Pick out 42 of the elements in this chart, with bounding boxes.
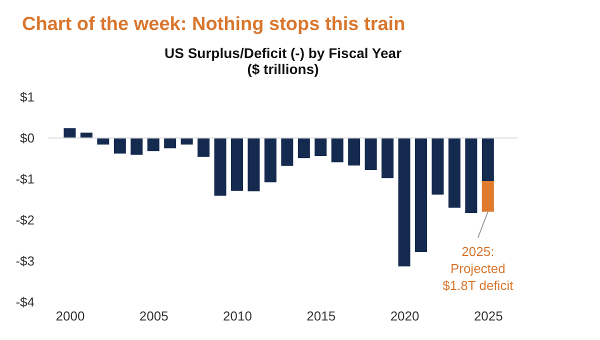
bar (164, 138, 176, 148)
y-tick-label: -$3 (16, 254, 34, 268)
bar (64, 128, 76, 138)
bar (331, 138, 344, 162)
x-tick-label: 2020 (390, 308, 420, 324)
bar (180, 138, 193, 145)
bar (348, 138, 360, 166)
y-tick-label: -$4 (16, 294, 34, 310)
bar (314, 138, 327, 156)
bar (398, 138, 410, 266)
bar (97, 138, 110, 145)
bar (482, 181, 494, 212)
x-tick-label: 2000 (56, 308, 85, 324)
bar (281, 138, 294, 166)
bar (415, 138, 427, 252)
bar (298, 138, 310, 158)
bar (465, 138, 478, 214)
bar (264, 138, 276, 182)
chart-title: Chart of the week: Nothing stops this train (21, 13, 406, 37)
bar (231, 138, 243, 191)
bar (432, 138, 444, 195)
bar (147, 138, 160, 152)
bar (80, 132, 92, 138)
x-tick-label: 2025 (474, 308, 503, 324)
bar (130, 138, 143, 155)
bar (214, 138, 226, 196)
bar (382, 138, 394, 178)
y-tick-label: $1 (20, 90, 34, 104)
x-tick-label: 2005 (139, 308, 168, 324)
y-tick-label: $0 (20, 130, 34, 146)
bar (248, 138, 260, 192)
y-tick-label: -$2 (16, 212, 34, 228)
bar (448, 138, 460, 208)
bar (198, 138, 210, 157)
x-tick-label: 2015 (306, 308, 336, 324)
bar (482, 138, 494, 182)
bar (364, 138, 377, 170)
bar (114, 138, 126, 154)
annotation: 2025: Projected $1.8T deficit (442, 244, 514, 293)
x-tick-label: 2010 (223, 308, 252, 324)
chart-subtitle: US Surplus/Deficit (-) by Fiscal Year ($ trillions) (164, 45, 402, 77)
y-tick-label: -$1 (16, 172, 34, 186)
